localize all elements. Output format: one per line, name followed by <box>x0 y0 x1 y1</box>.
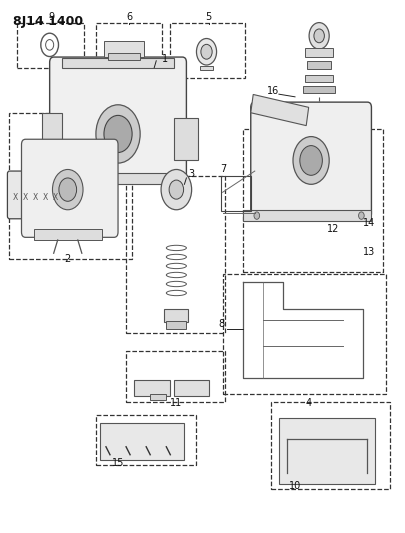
Text: 11: 11 <box>170 398 183 408</box>
Text: 7: 7 <box>221 164 227 174</box>
FancyBboxPatch shape <box>21 139 118 237</box>
Bar <box>164 309 188 322</box>
Circle shape <box>169 180 183 199</box>
Bar <box>307 61 331 69</box>
FancyBboxPatch shape <box>50 57 186 184</box>
Circle shape <box>300 146 322 175</box>
FancyBboxPatch shape <box>251 102 371 219</box>
Text: 12: 12 <box>327 224 339 234</box>
Bar <box>96 22 162 68</box>
Text: 9: 9 <box>49 12 55 22</box>
Circle shape <box>309 22 329 49</box>
Circle shape <box>201 44 212 59</box>
Circle shape <box>104 115 132 152</box>
Bar <box>9 113 132 259</box>
Bar <box>303 86 335 93</box>
Bar <box>96 415 196 465</box>
Bar <box>174 381 209 397</box>
Text: X: X <box>43 193 48 202</box>
Circle shape <box>196 38 217 65</box>
Bar <box>42 113 62 160</box>
Circle shape <box>358 212 364 219</box>
Bar <box>100 423 184 460</box>
FancyBboxPatch shape <box>7 171 70 219</box>
Text: 10: 10 <box>289 481 301 491</box>
Bar <box>108 53 140 60</box>
Circle shape <box>96 105 140 163</box>
Text: X: X <box>23 193 28 202</box>
Bar <box>223 274 386 394</box>
Bar <box>174 118 198 160</box>
Bar <box>305 47 333 57</box>
Text: X: X <box>13 193 18 202</box>
Bar <box>279 418 375 484</box>
Circle shape <box>293 136 329 184</box>
Text: 1: 1 <box>162 54 168 64</box>
Bar <box>271 402 390 489</box>
Circle shape <box>254 212 260 219</box>
Text: 4: 4 <box>305 398 311 408</box>
Text: 8: 8 <box>218 319 225 329</box>
Text: 5: 5 <box>205 12 212 22</box>
Bar <box>171 22 245 78</box>
Bar <box>17 22 84 68</box>
Text: 3: 3 <box>188 169 194 180</box>
Circle shape <box>314 29 324 43</box>
Bar <box>126 351 225 402</box>
Bar <box>58 173 178 184</box>
Text: 6: 6 <box>126 12 132 22</box>
Bar <box>200 66 213 70</box>
Text: X: X <box>53 193 58 202</box>
Bar <box>221 176 251 211</box>
Circle shape <box>161 169 192 210</box>
Bar <box>126 176 225 333</box>
Text: 13: 13 <box>363 247 376 257</box>
Bar <box>243 210 371 221</box>
Text: X: X <box>33 193 38 202</box>
Bar <box>150 394 166 400</box>
Text: 8J14 1400: 8J14 1400 <box>13 14 83 28</box>
Bar <box>34 229 102 240</box>
Circle shape <box>59 178 77 201</box>
Bar <box>166 321 186 329</box>
Text: 16: 16 <box>267 86 279 96</box>
Bar <box>104 41 144 57</box>
Bar <box>251 94 309 126</box>
Text: 2: 2 <box>65 254 71 264</box>
Text: 14: 14 <box>363 217 376 228</box>
Bar <box>134 381 171 397</box>
Circle shape <box>53 169 83 210</box>
Bar <box>62 58 174 68</box>
Text: 15: 15 <box>112 458 124 469</box>
Circle shape <box>57 194 62 201</box>
Bar <box>243 128 384 272</box>
Bar <box>305 75 333 82</box>
